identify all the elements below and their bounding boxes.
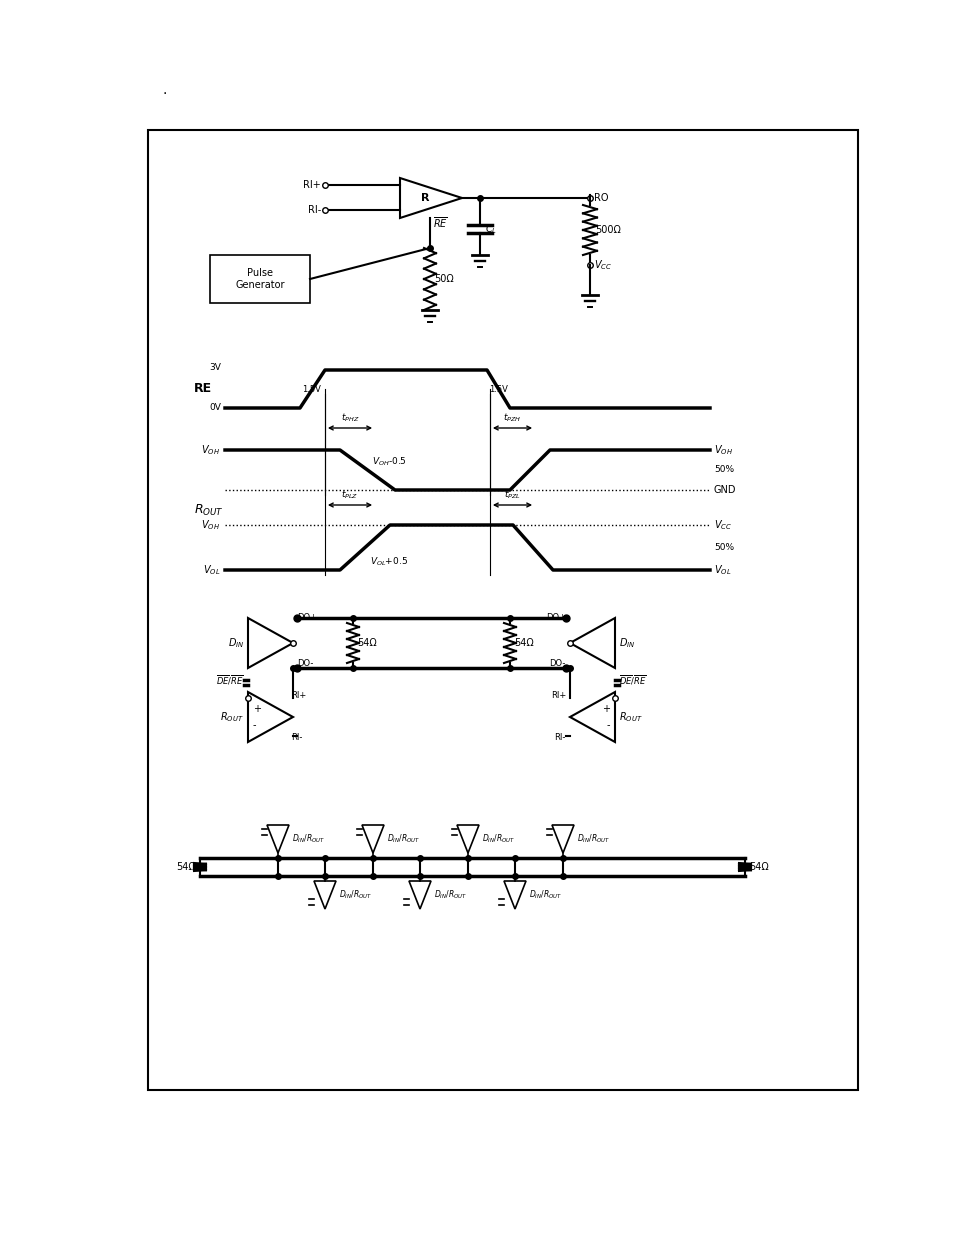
Text: $V_{OH}$-0.5: $V_{OH}$-0.5 bbox=[372, 456, 407, 468]
Text: $\overline{DE}$/$\overline{RE}$: $\overline{DE}$/$\overline{RE}$ bbox=[618, 673, 646, 687]
Text: RI+: RI+ bbox=[303, 180, 320, 190]
Text: $V_{OH}$: $V_{OH}$ bbox=[201, 519, 220, 532]
Text: DO-: DO- bbox=[549, 659, 565, 668]
Bar bbox=[148, 130, 857, 1091]
Text: $\overline{DE}$/$\overline{RE}$: $\overline{DE}$/$\overline{RE}$ bbox=[216, 673, 244, 687]
Text: $t_{PLZ}$: $t_{PLZ}$ bbox=[341, 489, 358, 501]
Text: 1.5V: 1.5V bbox=[302, 384, 320, 394]
Text: Pulse
Generator: Pulse Generator bbox=[235, 268, 284, 290]
Text: $R_{OUT}$: $R_{OUT}$ bbox=[193, 503, 224, 517]
Text: -: - bbox=[606, 720, 609, 730]
Text: DO-: DO- bbox=[296, 659, 313, 668]
Text: $V_{OL}$: $V_{OL}$ bbox=[713, 563, 731, 577]
Text: $C_L$: $C_L$ bbox=[484, 222, 497, 236]
Text: +: + bbox=[601, 704, 609, 714]
Polygon shape bbox=[267, 825, 289, 853]
Text: $R_{OUT}$: $R_{OUT}$ bbox=[220, 710, 244, 724]
Text: -: - bbox=[253, 720, 256, 730]
Text: RI-: RI- bbox=[291, 734, 302, 742]
Text: GND: GND bbox=[713, 485, 736, 495]
Text: $D_{IN}/R_{OUT}$: $D_{IN}/R_{OUT}$ bbox=[529, 889, 561, 902]
Polygon shape bbox=[248, 618, 293, 668]
Bar bbox=[210, 254, 310, 303]
Text: $t_{PZH}$: $t_{PZH}$ bbox=[503, 411, 521, 424]
Text: $D_{IN}/R_{OUT}$: $D_{IN}/R_{OUT}$ bbox=[292, 832, 325, 845]
Text: RI+: RI+ bbox=[291, 692, 306, 700]
Text: 50Ω: 50Ω bbox=[434, 274, 454, 284]
Text: RI-: RI- bbox=[554, 734, 565, 742]
Text: R: R bbox=[420, 193, 429, 203]
Text: RI+: RI+ bbox=[550, 692, 565, 700]
Text: $D_{IN}/R_{OUT}$: $D_{IN}/R_{OUT}$ bbox=[387, 832, 420, 845]
Polygon shape bbox=[399, 178, 461, 219]
Polygon shape bbox=[503, 881, 525, 909]
Text: 500Ω: 500Ω bbox=[595, 225, 620, 235]
Text: $D_{IN}/R_{OUT}$: $D_{IN}/R_{OUT}$ bbox=[577, 832, 610, 845]
Text: $D_{IN}/R_{OUT}$: $D_{IN}/R_{OUT}$ bbox=[434, 889, 467, 902]
Text: $D_{IN}/R_{OUT}$: $D_{IN}/R_{OUT}$ bbox=[481, 832, 515, 845]
Text: .: . bbox=[163, 83, 167, 98]
Text: RO: RO bbox=[594, 193, 608, 203]
Text: 50%: 50% bbox=[713, 466, 734, 474]
Text: $R_{OUT}$: $R_{OUT}$ bbox=[618, 710, 642, 724]
Text: $V_{OH}$: $V_{OH}$ bbox=[713, 443, 732, 457]
Text: $D_{IN}$: $D_{IN}$ bbox=[228, 636, 244, 650]
Text: $V_{CC}$: $V_{CC}$ bbox=[713, 519, 731, 532]
Text: 3V: 3V bbox=[209, 363, 221, 373]
Polygon shape bbox=[552, 825, 574, 853]
Text: 54Ω: 54Ω bbox=[748, 862, 768, 872]
Text: $V_{OL}$+0.5: $V_{OL}$+0.5 bbox=[370, 556, 408, 568]
Polygon shape bbox=[248, 692, 293, 742]
Text: DO+: DO+ bbox=[296, 614, 316, 622]
Text: $\overline{RE}$: $\overline{RE}$ bbox=[433, 216, 448, 231]
Text: 54Ω: 54Ω bbox=[514, 638, 533, 648]
Text: $V_{OL}$: $V_{OL}$ bbox=[202, 563, 220, 577]
Polygon shape bbox=[314, 881, 335, 909]
Polygon shape bbox=[409, 881, 431, 909]
Text: $V_{OH}$: $V_{OH}$ bbox=[201, 443, 220, 457]
Polygon shape bbox=[569, 618, 615, 668]
Text: 1.5V: 1.5V bbox=[489, 384, 507, 394]
Text: $t_{PHZ}$: $t_{PHZ}$ bbox=[340, 411, 359, 424]
Text: RE: RE bbox=[193, 383, 212, 395]
Text: 54Ω: 54Ω bbox=[356, 638, 376, 648]
Text: 0V: 0V bbox=[209, 404, 221, 412]
Text: 54Ω: 54Ω bbox=[176, 862, 195, 872]
Text: $t_{PZL}$: $t_{PZL}$ bbox=[503, 489, 520, 501]
Text: DO+: DO+ bbox=[545, 614, 565, 622]
Polygon shape bbox=[456, 825, 478, 853]
Text: 50%: 50% bbox=[713, 542, 734, 552]
Text: $V_{CC}$: $V_{CC}$ bbox=[594, 258, 612, 272]
Text: RI-: RI- bbox=[308, 205, 320, 215]
Text: +: + bbox=[253, 704, 261, 714]
Text: $D_{IN}/R_{OUT}$: $D_{IN}/R_{OUT}$ bbox=[338, 889, 372, 902]
Text: $D_{IN}$: $D_{IN}$ bbox=[618, 636, 635, 650]
Polygon shape bbox=[361, 825, 384, 853]
Polygon shape bbox=[569, 692, 615, 742]
